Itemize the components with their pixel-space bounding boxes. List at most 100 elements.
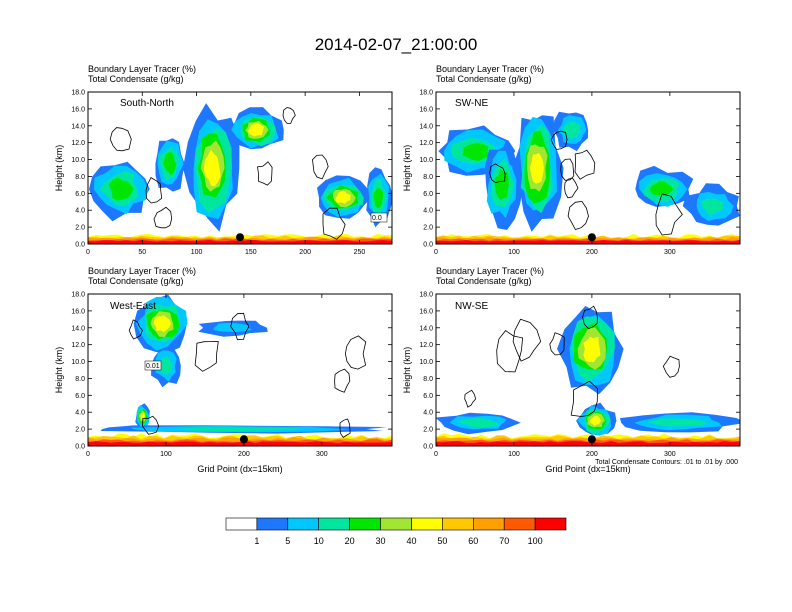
colorbar-label: 40 (406, 536, 416, 546)
x-tick-label: 200 (586, 249, 598, 256)
location-marker (587, 233, 596, 242)
condensate-contour (570, 380, 598, 417)
y-tick-label: 12.0 (419, 342, 433, 349)
panel-subtitle: Total Condensate (g/kg) (88, 74, 184, 84)
contour-label: 0.0 (372, 215, 382, 222)
y-tick-label: 18.0 (71, 292, 85, 299)
tracer-layer (436, 441, 740, 446)
tracer-layer (170, 427, 302, 432)
colorbar-swatch (472, 517, 505, 531)
panel-subtitle: Boundary Layer Tracer (%) (88, 64, 196, 74)
panel-3: Boundary Layer Tracer (%)Total Condensat… (54, 266, 393, 474)
tracer-layer (88, 240, 392, 244)
x-tick-label: 0 (434, 249, 438, 256)
x-tick-label: 100 (508, 249, 520, 256)
y-tick-label: 4.0 (423, 208, 433, 215)
colorbar-label: 50 (437, 536, 447, 546)
tracer-field (436, 111, 740, 244)
x-axis-title: Grid Point (dx=15km) (197, 464, 282, 474)
condensate-contour (334, 368, 351, 393)
colorbar-label: 5 (285, 536, 290, 546)
condensate-contour (153, 206, 173, 229)
tracer-layer (462, 143, 490, 161)
condensate-contour (145, 177, 163, 204)
colorbar-label: 10 (314, 536, 324, 546)
condensate-contour (109, 127, 132, 152)
panel-4: Boundary Layer Tracer (%)Total Condensat… (402, 266, 741, 474)
condensate-contour (128, 319, 143, 340)
plot-frame (87, 293, 393, 447)
y-tick-label: 16.0 (71, 308, 85, 315)
condensate-contour (344, 335, 367, 370)
x-tick-label: 0 (86, 249, 90, 256)
colorbar-label: 100 (528, 536, 543, 546)
plot-area (88, 294, 392, 446)
colorbar-swatch (534, 517, 567, 531)
location-marker (236, 233, 244, 242)
condensate-contour (496, 330, 524, 373)
y-tick-label: 0.0 (75, 444, 85, 451)
x-tick-label: 300 (316, 451, 328, 458)
x-tick-label: 100 (191, 249, 203, 256)
condensate-contour (230, 312, 250, 341)
region-label: West-East (110, 301, 156, 312)
plot-frame (435, 293, 741, 447)
condensate-contour (567, 200, 589, 230)
y-tick-label: 10.0 (71, 157, 85, 164)
tracer-layer (248, 123, 265, 137)
tracer-field (88, 294, 392, 446)
y-tick-label: 4.0 (75, 410, 85, 417)
tracer-layer (153, 315, 171, 332)
colorbar-label: 60 (468, 536, 478, 546)
x-axis-title: Grid Point (dx=15km) (545, 464, 630, 474)
y-tick-label: 16.0 (71, 106, 85, 113)
y-tick-label: 12.0 (419, 140, 433, 147)
tracer-layer (649, 181, 674, 197)
y-axis-title: Height (km) (402, 145, 412, 192)
tracer-layer (373, 187, 384, 208)
x-tick-label: 200 (299, 249, 311, 256)
panel-1: Boundary Layer Tracer (%)Total Condensat… (54, 64, 393, 256)
plot-frame (435, 91, 741, 245)
plot-frame (87, 91, 393, 245)
location-marker (587, 435, 596, 444)
y-tick-label: 14.0 (71, 123, 85, 130)
condensate-contour (339, 418, 351, 439)
y-axis-title: Height (km) (402, 347, 412, 394)
tracer-layer (335, 191, 351, 204)
x-tick-label: 100 (160, 451, 172, 458)
y-tick-label: 6.0 (423, 393, 433, 400)
y-tick-label: 2.0 (75, 427, 85, 434)
colorbar-swatch (256, 517, 289, 531)
colorbar: 1 5 10 20 30 40 50 60 70 100 (225, 517, 567, 546)
panel-subtitle: Total Condensate (g/kg) (436, 74, 532, 84)
x-tick-label: 300 (664, 249, 676, 256)
contour-label-box (144, 360, 162, 371)
y-tick-label: 2.0 (75, 225, 85, 232)
x-tick-label: 200 (586, 451, 598, 458)
condensate-contour (489, 163, 506, 184)
y-tick-label: 6.0 (75, 191, 85, 198)
y-tick-label: 16.0 (419, 106, 433, 113)
y-tick-label: 2.0 (423, 225, 433, 232)
y-tick-label: 0.0 (423, 242, 433, 249)
y-tick-label: 14.0 (419, 325, 433, 332)
panel-subtitle: Boundary Layer Tracer (%) (436, 64, 544, 74)
x-tick-label: 0 (434, 451, 438, 458)
condensate-contour (141, 415, 160, 435)
y-tick-label: 2.0 (423, 427, 433, 434)
condensate-contour (655, 193, 683, 236)
tracer-layer (204, 149, 221, 187)
tracer-layer (109, 177, 134, 201)
panels: Boundary Layer Tracer (%)Total Condensat… (54, 64, 741, 474)
panel-subtitle: Total Condensate (g/kg) (436, 276, 532, 286)
x-tick-label: 150 (245, 249, 257, 256)
colorbar-swatch (380, 517, 412, 531)
y-tick-label: 18.0 (71, 90, 85, 97)
tracer-layer (158, 356, 173, 375)
y-tick-label: 12.0 (71, 140, 85, 147)
colorbar-swatch (442, 517, 474, 531)
panel-subtitle: Total Condensate (g/kg) (88, 276, 184, 286)
y-axis-title: Height (km) (54, 347, 64, 394)
contour-note: Total Condensate Contours: .01 to .01 by… (595, 459, 738, 466)
